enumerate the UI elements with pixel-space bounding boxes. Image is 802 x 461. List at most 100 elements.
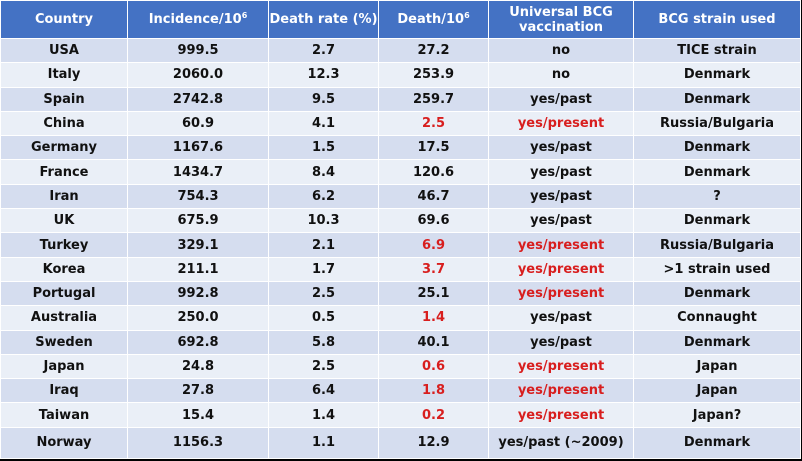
- table-row: Spain 2742.8 9.5 259.7 yes/past Denmark: [0, 86, 801, 112]
- cell-incidence: 2742.8: [127, 86, 269, 112]
- table-row: France 1434.7 8.4 120.6 yes/past Denmark: [0, 159, 801, 185]
- cell-vaccination: yes/present: [488, 402, 634, 428]
- cell-vaccination: yes/present: [488, 280, 634, 307]
- cell-death: 2.5: [378, 110, 489, 137]
- cell-death-rate: 9.5: [268, 86, 379, 112]
- cell-country: Sweden: [0, 329, 128, 355]
- cell-incidence: 1167.6: [127, 135, 269, 161]
- cell-country: Australia: [0, 305, 128, 331]
- table-row: Iraq 27.8 6.4 1.8 yes/present Japan: [0, 378, 801, 404]
- cell-incidence: 2060.0: [127, 62, 269, 88]
- header-country: Country: [0, 0, 128, 39]
- cell-country: UK: [0, 208, 128, 234]
- cell-strain: Denmark: [633, 208, 801, 234]
- cell-death: 120.6: [378, 159, 489, 185]
- header-row: Country Incidence/106 Death rate (%) Dea…: [0, 0, 801, 39]
- cell-death: 259.7: [378, 86, 489, 112]
- cell-death-rate: 6.2: [268, 183, 379, 210]
- cell-death-rate: 10.3: [268, 208, 379, 234]
- cell-incidence: 754.3: [127, 183, 269, 210]
- cell-death: 69.6: [378, 208, 489, 234]
- cell-death-rate: 8.4: [268, 159, 379, 185]
- table-row: Taiwan 15.4 1.4 0.2 yes/present Japan?: [0, 402, 801, 428]
- cell-death: 40.1: [378, 329, 489, 355]
- table-row: UK 675.9 10.3 69.6 yes/past Denmark: [0, 208, 801, 234]
- table-row: Australia 250.0 0.5 1.4 yes/past Connaught: [0, 305, 801, 331]
- cell-strain: TICE strain: [633, 37, 801, 64]
- cell-death-rate: 2.1: [268, 232, 379, 258]
- cell-strain: Japan?: [633, 402, 801, 428]
- cell-vaccination: yes/past: [488, 86, 634, 112]
- cell-strain: Denmark: [633, 426, 801, 459]
- cell-death-rate: 1.5: [268, 135, 379, 161]
- table-body: USA 999.5 2.7 27.2 no TICE strain Italy 2060.0 1…: [0, 37, 801, 459]
- cell-strain: Russia/Bulgaria: [633, 110, 801, 137]
- cell-strain: Denmark: [633, 159, 801, 185]
- cell-vaccination: yes/present: [488, 353, 634, 380]
- cell-vaccination: no: [488, 62, 634, 88]
- cell-country: Turkey: [0, 232, 128, 258]
- cell-strain: Denmark: [633, 135, 801, 161]
- cell-vaccination: yes/past: [488, 135, 634, 161]
- cell-country: Taiwan: [0, 402, 128, 428]
- cell-death: 6.9: [378, 232, 489, 258]
- cell-strain: >1 strain used: [633, 256, 801, 282]
- cell-country: Norway: [0, 426, 128, 459]
- cell-death-rate: 6.4: [268, 378, 379, 404]
- cell-country: Korea: [0, 256, 128, 282]
- cell-death-rate: 1.4: [268, 402, 379, 428]
- header-strain: BCG strain used: [633, 0, 801, 39]
- table-row: Turkey 329.1 2.1 6.9 yes/present Russia/Bulga…: [0, 232, 801, 258]
- cell-death: 27.2: [378, 37, 489, 64]
- table-row: Korea 211.1 1.7 3.7 yes/present >1 strain use…: [0, 256, 801, 282]
- cell-country: USA: [0, 37, 128, 64]
- cell-death: 1.4: [378, 305, 489, 331]
- cell-vaccination: yes/past (~2009): [488, 426, 634, 459]
- header-incidence: Incidence/106: [127, 0, 269, 39]
- cell-death-rate: 12.3: [268, 62, 379, 88]
- cell-vaccination: no: [488, 37, 634, 64]
- cell-death: 1.8: [378, 378, 489, 404]
- cell-strain: Denmark: [633, 329, 801, 355]
- cell-incidence: 27.8: [127, 378, 269, 404]
- cell-strain: Connaught: [633, 305, 801, 331]
- header-death: Death/106: [378, 0, 489, 39]
- cell-country: Germany: [0, 135, 128, 161]
- cell-strain: Japan: [633, 353, 801, 380]
- header-vaccination: Universal BCG vaccination: [488, 0, 634, 39]
- table-row: Norway 1156.3 1.1 12.9 yes/past (~2009) Denma…: [0, 426, 801, 459]
- cell-death: 25.1: [378, 280, 489, 307]
- cell-vaccination: yes/past: [488, 183, 634, 210]
- cell-strain: Russia/Bulgaria: [633, 232, 801, 258]
- cell-vaccination: yes/present: [488, 232, 634, 258]
- cell-death: 0.2: [378, 402, 489, 428]
- cell-death-rate: 5.8: [268, 329, 379, 355]
- cell-death-rate: 0.5: [268, 305, 379, 331]
- cell-death: 17.5: [378, 135, 489, 161]
- cell-country: France: [0, 159, 128, 185]
- cell-death-rate: 4.1: [268, 110, 379, 137]
- table-row: Sweden 692.8 5.8 40.1 yes/past Denmark: [0, 329, 801, 355]
- cell-vaccination: yes/present: [488, 256, 634, 282]
- cell-country: Japan: [0, 353, 128, 380]
- table-row: Iran 754.3 6.2 46.7 yes/past?: [0, 183, 801, 210]
- cell-incidence: 992.8: [127, 280, 269, 307]
- cell-incidence: 1434.7: [127, 159, 269, 185]
- cell-country: China: [0, 110, 128, 137]
- cell-death-rate: 2.5: [268, 353, 379, 380]
- cell-death: 46.7: [378, 183, 489, 210]
- cell-incidence: 24.8: [127, 353, 269, 380]
- table-row: Germany 1167.6 1.5 17.5 yes/past Denmark: [0, 135, 801, 161]
- cell-death: 3.7: [378, 256, 489, 282]
- cell-country: Italy: [0, 62, 128, 88]
- cell-death: 253.9: [378, 62, 489, 88]
- cell-incidence: 15.4: [127, 402, 269, 428]
- header-death-rate: Death rate (%): [268, 0, 379, 39]
- cell-vaccination: yes/past: [488, 305, 634, 331]
- cell-country: Portugal: [0, 280, 128, 307]
- cell-incidence: 675.9: [127, 208, 269, 234]
- cell-death: 0.6: [378, 353, 489, 380]
- cell-death-rate: 1.7: [268, 256, 379, 282]
- cell-vaccination: yes/present: [488, 110, 634, 137]
